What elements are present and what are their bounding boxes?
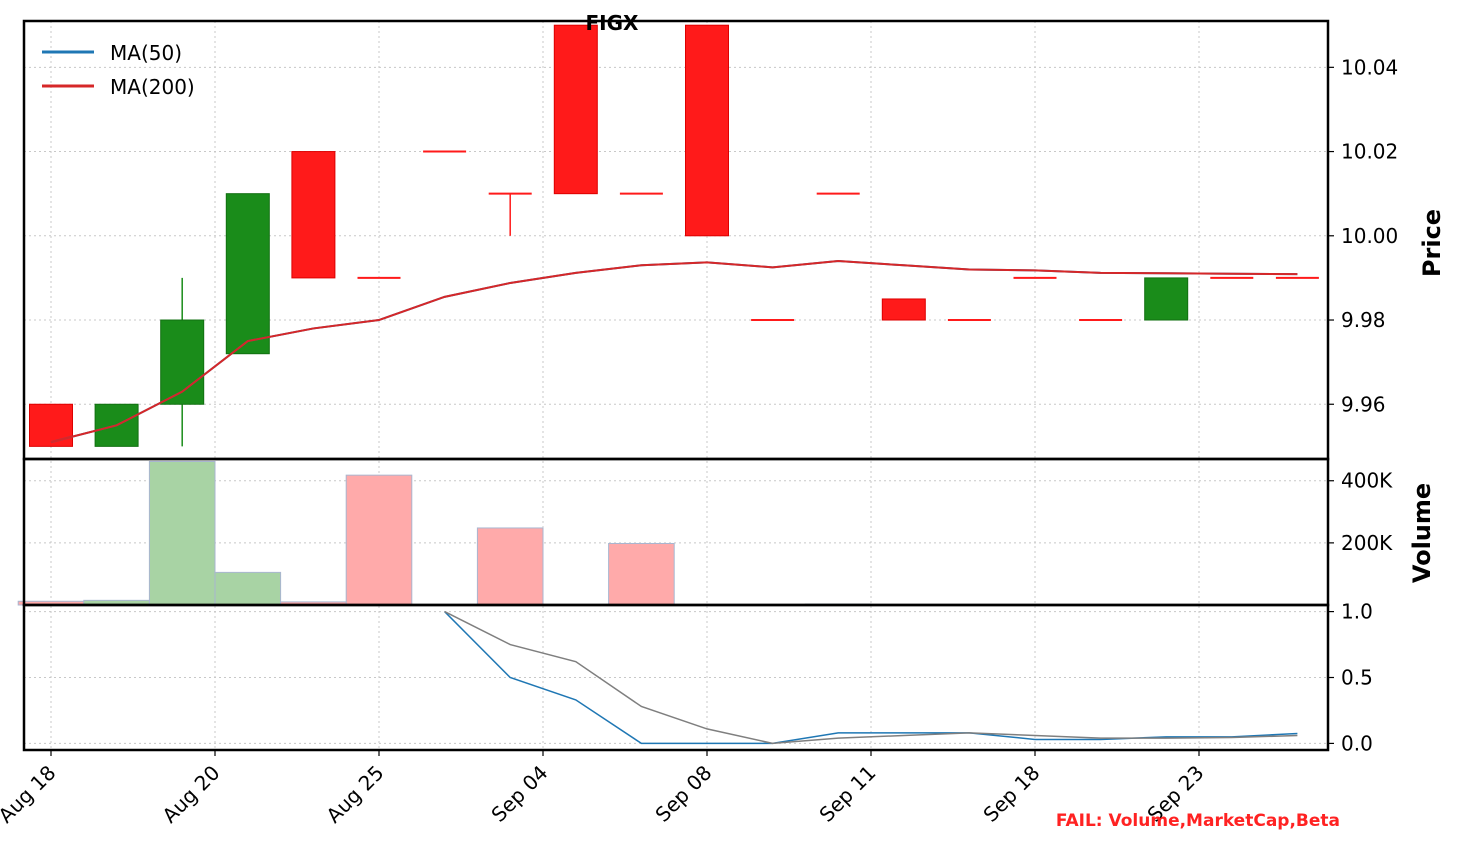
ma200-line (50, 260, 1298, 444)
candle-body (160, 319, 205, 405)
price-y-tick-label: 9.96 (1341, 392, 1386, 416)
volume-bar (345, 474, 413, 606)
price-y-tick-label: 9.98 (1341, 308, 1386, 332)
candle-body (881, 298, 926, 321)
price-axis-title: Price (1418, 209, 1446, 277)
moving-average-lines (50, 260, 1298, 444)
x-tick-label: Aug 25 (321, 761, 388, 828)
indicator-y-tick-label: 0.0 (1341, 731, 1373, 755)
indicator-y-tick-label: 1.0 (1341, 600, 1373, 624)
candle-body (553, 24, 598, 195)
volume-bar (608, 542, 675, 606)
grid-lines (24, 21, 1328, 750)
indicator-lines (444, 610, 1298, 745)
volume-axis-title: Volume (1408, 483, 1436, 583)
candles (29, 24, 1319, 447)
candle-body (1144, 277, 1189, 321)
x-tick-label: Aug 20 (157, 761, 224, 828)
candle-body (225, 193, 270, 355)
indicator-line-2 (444, 610, 1298, 745)
panel-frames (22, 19, 1330, 752)
volume-y-tick-label: 200K (1341, 531, 1393, 555)
candle-body (685, 24, 729, 237)
indicator-y-tick-label: 0.5 (1341, 666, 1373, 690)
x-tick-label: Sep 04 (486, 761, 552, 827)
fail-status: FAIL: Volume,MarketCap,Beta (1056, 811, 1340, 831)
x-tick-label: Aug 18 (0, 761, 61, 828)
x-tick-label: Sep 11 (814, 761, 880, 827)
price-y-tick-label: 10.02 (1341, 140, 1398, 164)
candle-body (29, 403, 73, 447)
indicator-line-1 (444, 611, 1298, 745)
chart-title: FIGX (586, 11, 640, 35)
volume-bar (476, 527, 544, 606)
x-tick-label: Sep 18 (978, 761, 1044, 827)
price-y-tick-label: 10.04 (1341, 55, 1398, 79)
volume-bar (148, 460, 216, 606)
x-tick-label: Sep 08 (650, 761, 716, 827)
price-y-tick-label: 10.00 (1341, 224, 1398, 248)
volume-bars (17, 460, 872, 606)
volume-bar (214, 571, 282, 606)
candle-body (291, 151, 336, 279)
price-panel (22, 19, 1330, 461)
legend-label-ma50: MA(50) (110, 41, 182, 65)
volume-y-tick-label: 400K (1341, 469, 1393, 493)
legend-label-ma200: MA(200) (110, 75, 195, 99)
legend: MA(50) MA(200) (42, 41, 195, 99)
